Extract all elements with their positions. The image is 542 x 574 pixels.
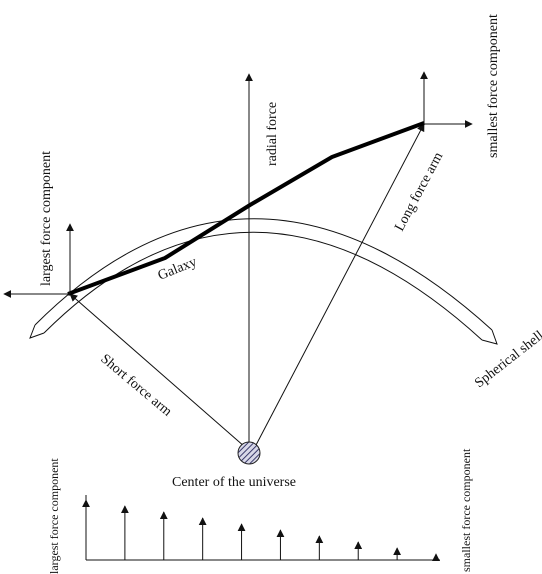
spherical-shell-label: Spherical shell xyxy=(472,328,542,391)
bottom-left-label: largest force component xyxy=(47,458,61,574)
bottom-right-label: smallest force component xyxy=(459,448,473,572)
long-force-arm-line xyxy=(254,123,425,448)
largest-force-component-label: largest force component xyxy=(39,151,54,286)
center-of-universe-label: Center of the universe xyxy=(172,475,296,490)
short-force-arm-line xyxy=(69,293,246,448)
galaxy-line xyxy=(67,121,425,296)
smallest-force-component-label: smallest force component xyxy=(486,14,501,158)
short-force-arm-label: Short force arm xyxy=(97,352,174,420)
radial-force-label: radial force xyxy=(265,102,280,166)
long-force-arm-label: Long force arm xyxy=(392,150,446,234)
bottom-chart-arrows xyxy=(82,499,440,562)
center-of-universe-marker xyxy=(237,441,261,465)
bottom-force-chart: largest force component smallest force c… xyxy=(47,448,473,574)
spherical-shell xyxy=(29,218,498,345)
